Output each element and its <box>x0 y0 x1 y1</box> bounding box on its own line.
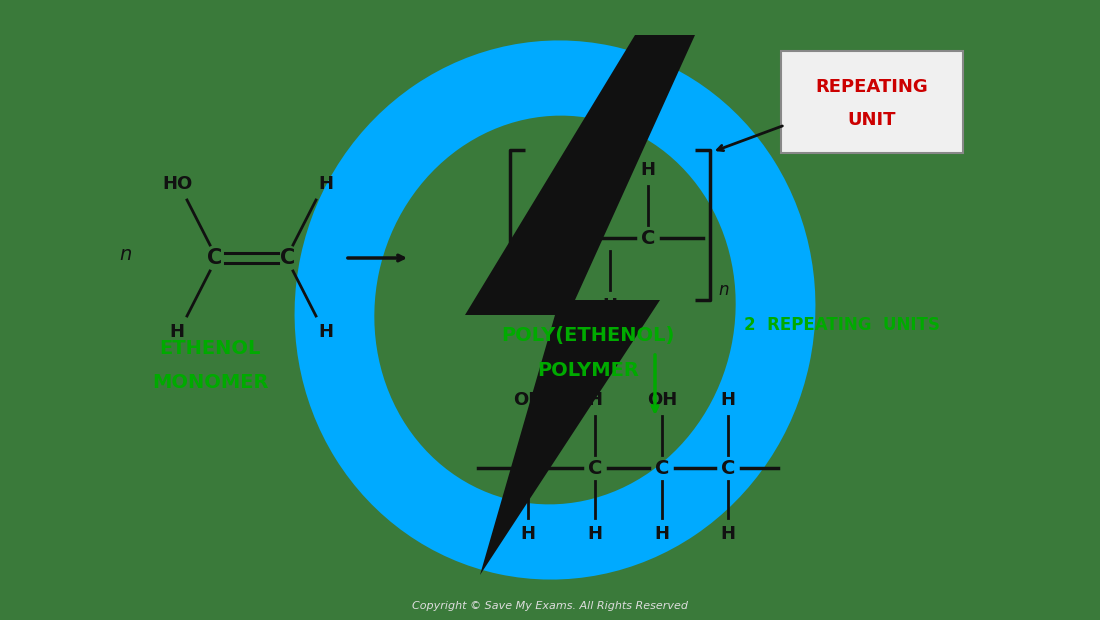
Ellipse shape <box>295 40 815 580</box>
Text: C: C <box>280 248 296 268</box>
FancyBboxPatch shape <box>781 51 962 153</box>
Text: OH: OH <box>557 161 587 179</box>
Text: POLY(ETHENOL): POLY(ETHENOL) <box>502 326 674 345</box>
Text: H: H <box>720 525 736 543</box>
Text: H: H <box>520 525 536 543</box>
Text: POLYMER: POLYMER <box>537 360 639 379</box>
Text: REPEATING: REPEATING <box>815 78 928 96</box>
Text: H: H <box>587 525 603 543</box>
Text: n: n <box>718 281 728 299</box>
Text: C: C <box>587 459 602 477</box>
Text: H: H <box>319 323 333 341</box>
Text: H: H <box>720 391 736 409</box>
Text: H: H <box>587 391 603 409</box>
Text: H: H <box>319 175 333 193</box>
Polygon shape <box>465 35 695 575</box>
Text: OH: OH <box>513 391 543 409</box>
Text: MONOMER: MONOMER <box>152 373 268 392</box>
Text: OH: OH <box>647 391 678 409</box>
Text: C: C <box>720 459 735 477</box>
Text: H: H <box>169 323 185 341</box>
Text: UNIT: UNIT <box>848 111 896 129</box>
Text: C: C <box>654 459 669 477</box>
Text: H: H <box>654 525 670 543</box>
Text: H: H <box>603 297 617 315</box>
Text: H: H <box>640 161 656 179</box>
Text: Copyright © Save My Exams. All Rights Reserved: Copyright © Save My Exams. All Rights Re… <box>412 601 688 611</box>
Text: 2  REPEATING  UNITS: 2 REPEATING UNITS <box>744 316 939 334</box>
Text: C: C <box>520 459 536 477</box>
Text: HO: HO <box>162 175 192 193</box>
Text: ETHENOL: ETHENOL <box>160 339 261 358</box>
Text: C: C <box>641 229 656 247</box>
Ellipse shape <box>374 115 736 505</box>
Text: n: n <box>119 244 131 264</box>
Text: C: C <box>208 248 222 268</box>
Text: C: C <box>564 229 580 247</box>
